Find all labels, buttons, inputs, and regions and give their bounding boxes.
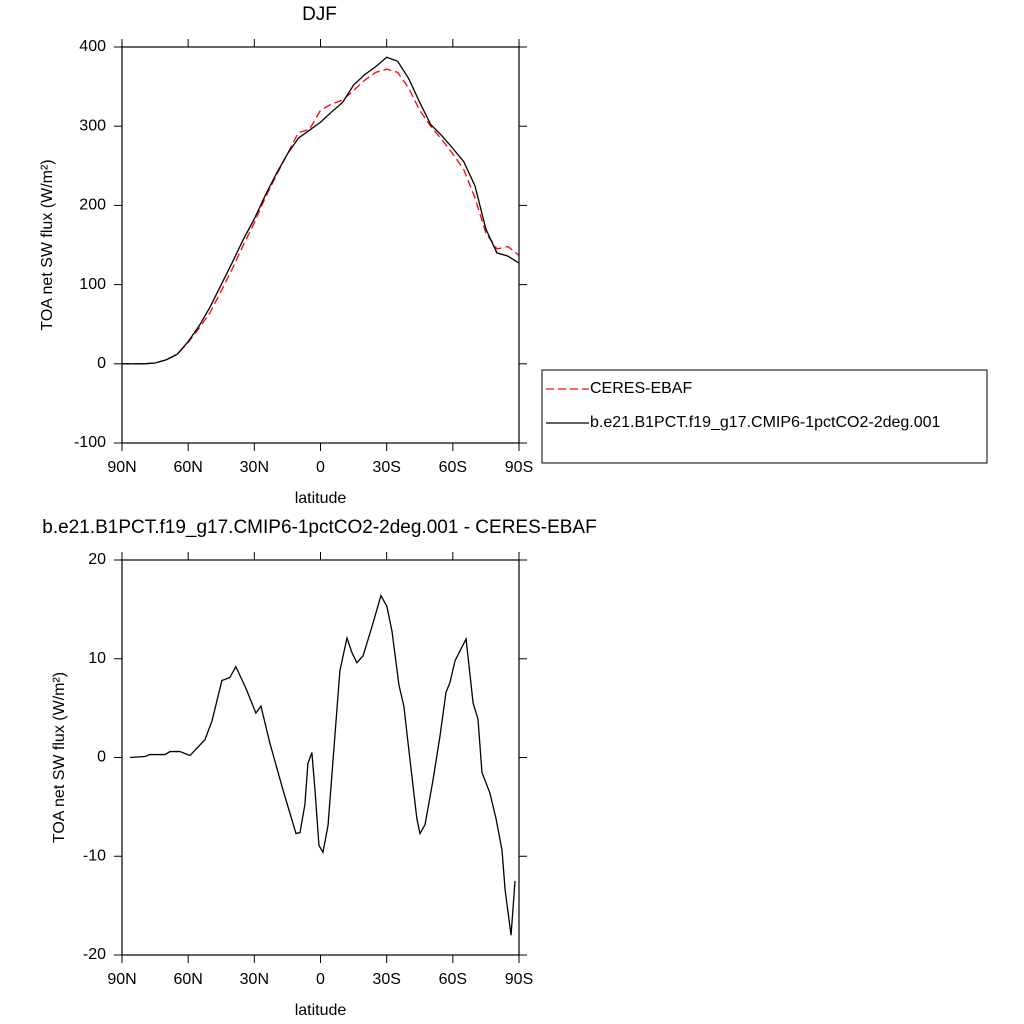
y-tick-label: 10 [88, 650, 106, 667]
x-tick-label: 60N [173, 459, 202, 476]
x-tick-label: 60S [439, 459, 467, 476]
y-tick-label: 0 [97, 355, 106, 372]
series-line [122, 56, 520, 365]
x-tick-label: 0 [316, 971, 325, 988]
x-tick-label: 90N [107, 459, 136, 476]
x-tick-label: 0 [316, 459, 325, 476]
legend-label: b.e21.B1PCT.f19_g17.CMIP6-1pctCO2-2deg.0… [590, 414, 941, 431]
series-line [122, 68, 520, 365]
y-tick-label: 100 [79, 276, 106, 293]
x-tick-label: 90N [107, 971, 136, 988]
series-line [129, 593, 516, 936]
y-tick-label: -100 [74, 434, 106, 451]
y-axis-label: TOA net SW flux (W/m²) [51, 672, 68, 843]
x-axis-label: latitude [295, 490, 347, 507]
y-axis-label: TOA net SW flux (W/m²) [39, 159, 56, 330]
x-tick-label: 90S [505, 459, 533, 476]
x-axis-label: latitude [295, 1002, 347, 1019]
x-tick-label: 30S [372, 459, 400, 476]
x-tick-label: 30N [240, 971, 269, 988]
legend-label: CERES-EBAF [590, 380, 692, 397]
y-tick-label: 200 [79, 197, 106, 214]
y-tick-label: 0 [97, 749, 106, 766]
y-tick-label: 400 [79, 38, 106, 55]
legend-box [541, 369, 988, 464]
y-tick-label: 20 [88, 551, 106, 568]
y-tick-label: 300 [79, 117, 106, 134]
x-tick-label: 60S [439, 971, 467, 988]
x-tick-label: 30S [372, 971, 400, 988]
plot-frame [121, 46, 520, 444]
chart-title: b.e21.B1PCT.f19_g17.CMIP6-1pctCO2-2deg.0… [42, 517, 596, 538]
x-tick-label: 60N [173, 971, 202, 988]
y-tick-label: -10 [83, 847, 106, 864]
x-tick-label: 90S [505, 971, 533, 988]
y-tick-label: -20 [83, 946, 106, 963]
plot-frame [121, 559, 520, 956]
x-tick-label: 30N [240, 459, 269, 476]
chart-title: DJF [302, 4, 337, 25]
